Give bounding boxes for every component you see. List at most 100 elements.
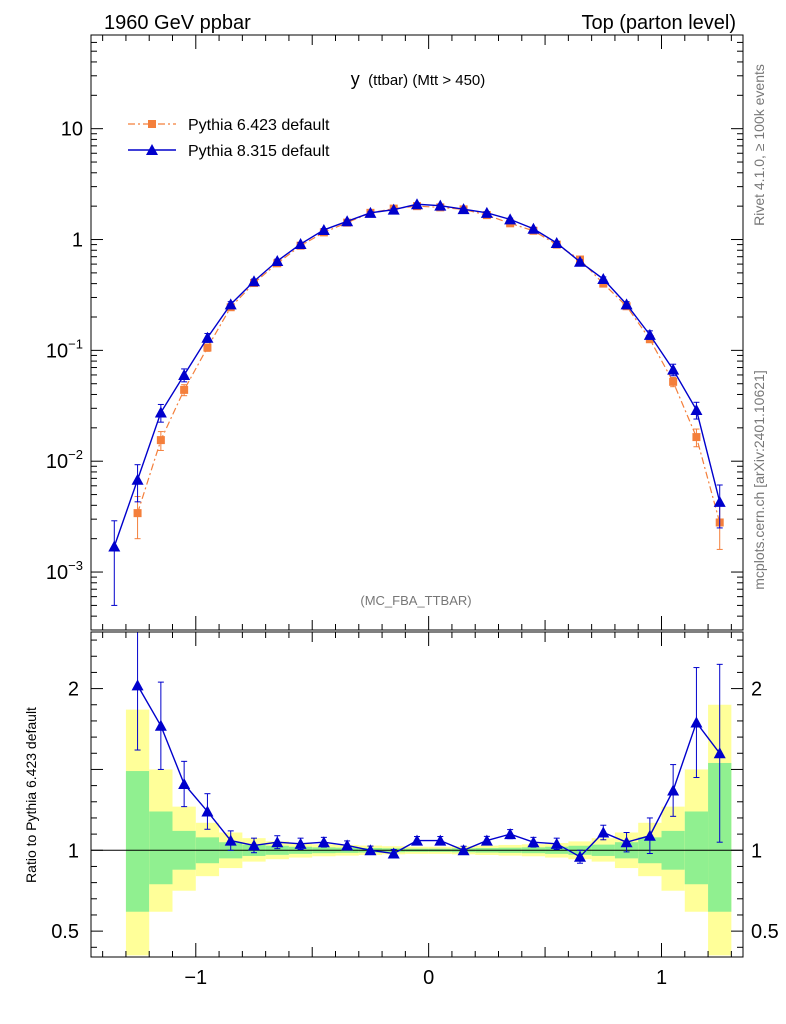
data-point-pythia8 — [364, 206, 377, 218]
data-point-pythia6 — [156, 436, 165, 445]
ratio-data-point — [457, 844, 470, 856]
ratio-y-tick-label-right: 0.5 — [751, 921, 779, 943]
header-right-title: Top (parton level) — [581, 12, 736, 34]
main-y-tick-label-base: 10 — [46, 451, 68, 473]
ratio-data-point — [480, 834, 493, 846]
ratio-data-point — [271, 836, 284, 848]
ratio-y-tick-label-left: 1 — [68, 840, 79, 862]
data-point-pythia8 — [434, 199, 447, 211]
ratio-data-point — [364, 844, 377, 856]
rivet-version-label: Rivet 4.1.0, ≥ 100k events — [751, 64, 767, 226]
data-point-pythia8 — [550, 237, 563, 249]
ratio-band-inner-bin — [125, 771, 150, 912]
legend-label-pythia6: Pythia 6.423 default — [188, 117, 330, 134]
ratio-data-point — [504, 828, 517, 840]
ratio-data-point — [574, 850, 586, 862]
data-point-pythia8 — [713, 495, 726, 507]
data-point-pythia8 — [108, 540, 121, 552]
ratio-data-point — [690, 716, 703, 728]
ratio-band-inner-bin — [684, 811, 709, 885]
data-point-pythia8 — [224, 298, 237, 310]
main-plot-title-sub: (ttbar) (Mtt > 450) — [368, 72, 485, 89]
main-y-tick-label-base: 10 — [61, 119, 83, 141]
data-point-pythia8 — [643, 328, 656, 340]
main-y-tick-label: 10−2 — [46, 447, 83, 473]
data-point-pythia6 — [203, 343, 212, 352]
data-point-pythia8 — [294, 238, 307, 250]
data-point-pythia8 — [341, 215, 354, 227]
ratio-data-point — [248, 839, 260, 851]
main-plot-title-var: y — [351, 69, 360, 89]
ratio-data-point — [713, 747, 726, 759]
ratio-data-point — [201, 805, 214, 817]
data-point-pythia8 — [154, 406, 167, 418]
data-point-pythia8 — [411, 198, 423, 210]
main-y-tick-label: 1 — [72, 230, 83, 252]
main-y-tick-label: 10 — [61, 119, 83, 141]
data-point-pythia6 — [669, 377, 678, 386]
series-line-pythia8 — [113, 203, 721, 547]
data-point-pythia6 — [692, 433, 701, 442]
legend-marker-pythia8 — [146, 144, 158, 155]
main-plot-frame — [90, 34, 744, 631]
data-point-pythia8 — [597, 273, 610, 285]
ratio-data-point — [597, 826, 610, 838]
ratio-data-point — [527, 836, 540, 848]
ratio-series-line — [136, 685, 721, 858]
ratio-y-axis-label: Ratio to Pythia 6.423 default — [23, 707, 39, 883]
main-y-tick-label-base: 10 — [46, 562, 68, 584]
main-y-tick-label-base: 1 — [72, 230, 83, 252]
data-point-pythia8 — [690, 403, 703, 415]
legend: Pythia 6.423 default Pythia 8.315 defaul… — [128, 117, 330, 160]
ratio-data-point — [643, 829, 656, 841]
header-left-title: 1960 GeV ppbar — [104, 12, 251, 34]
data-point-pythia8 — [480, 206, 493, 218]
ratio-y-tick-label-right: 2 — [751, 679, 762, 701]
ratio-data-point — [387, 847, 400, 859]
ratio-data-point — [411, 834, 423, 846]
ratio-plot-frame — [90, 631, 744, 958]
data-point-pythia8 — [527, 222, 540, 234]
data-point-pythia8 — [504, 213, 517, 225]
ratio-y-tick-label-left: 0.5 — [51, 921, 79, 943]
data-point-pythia8 — [667, 363, 680, 375]
main-y-tick-label-exp: −3 — [68, 558, 83, 573]
main-plot-marks — [108, 198, 726, 606]
ratio-data-point — [620, 836, 633, 848]
series-line-pythia6 — [136, 205, 721, 523]
data-point-pythia8 — [248, 275, 260, 287]
data-point-pythia8 — [271, 255, 284, 266]
ratio-plot-marks — [131, 632, 726, 864]
main-plot-title: y (ttbar) (Mtt > 450) — [351, 69, 486, 89]
ratio-data-point — [667, 784, 680, 796]
ratio-data-point — [294, 837, 307, 849]
mcplots-label: mcplots.cern.ch [arXiv:2401.10621] — [751, 370, 767, 589]
data-point-pythia8 — [387, 203, 400, 215]
data-point-pythia6 — [133, 509, 142, 518]
ratio-data-point — [224, 834, 237, 846]
ratio-data-point — [550, 837, 563, 849]
ratio-x-tick-label: 1 — [656, 967, 667, 989]
ratio-x-tick-label: 0 — [423, 967, 434, 989]
legend-marker-pythia6 — [148, 120, 156, 128]
ratio-data-point — [178, 777, 191, 789]
main-y-tick-label: 10−1 — [46, 336, 83, 362]
data-point-pythia8 — [317, 223, 330, 235]
main-y-tick-label-base: 10 — [46, 340, 68, 362]
data-point-pythia8 — [131, 473, 144, 485]
ratio-y-tick-label-right: 1 — [751, 840, 762, 862]
data-point-pythia8 — [201, 331, 214, 343]
data-point-pythia6 — [180, 385, 189, 394]
ratio-y-tick-label-left: 2 — [68, 679, 79, 701]
ratio-data-point — [341, 839, 354, 851]
main-y-tick-label-exp: −1 — [68, 336, 83, 351]
analysis-annotation: (MC_FBA_TTBAR) — [360, 593, 471, 608]
main-y-tick-label-exp: −2 — [68, 447, 83, 462]
ratio-data-point — [434, 834, 447, 846]
data-point-pythia8 — [620, 298, 633, 310]
legend-entry-pythia8: Pythia 8.315 default — [128, 143, 330, 160]
data-point-pythia8 — [457, 203, 470, 215]
ratio-uncertainty-bands — [91, 704, 743, 956]
main-y-tick-label: 10−3 — [46, 558, 83, 584]
